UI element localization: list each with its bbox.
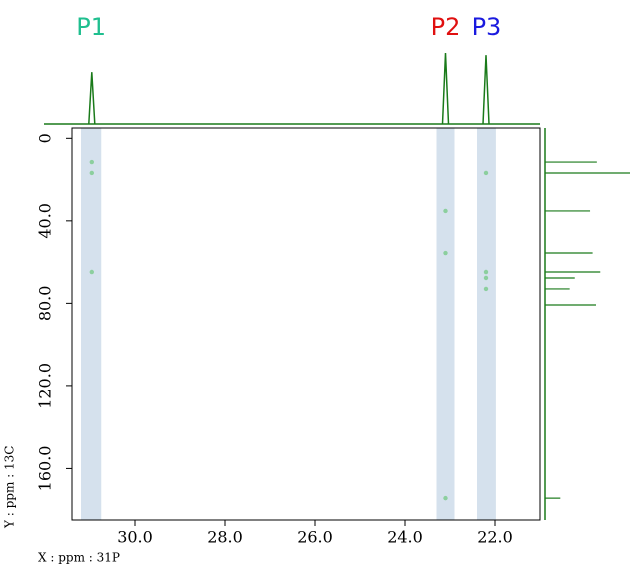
x-tick-label: 28.0 <box>207 528 243 547</box>
cross-peak <box>89 269 95 275</box>
x-tick-label: 26.0 <box>297 528 333 547</box>
peak-label: P1 <box>76 13 106 41</box>
highlight-band <box>477 128 496 520</box>
cross-peak <box>483 269 489 275</box>
top-projection-peak <box>441 52 450 125</box>
y-tick-label: 0 <box>36 133 55 143</box>
cross-peak <box>89 159 95 165</box>
cross-peak <box>89 170 95 176</box>
y-tick-label: 160.0 <box>36 446 55 492</box>
cross-peak <box>483 275 489 281</box>
x-tick-label: 30.0 <box>117 528 153 547</box>
highlight-band <box>436 128 455 520</box>
peak-label: P3 <box>472 13 502 41</box>
top-projection-peak <box>88 72 96 125</box>
x-tick-label: 24.0 <box>387 528 423 547</box>
y-tick-label: 40.0 <box>36 203 55 239</box>
cross-peak <box>483 170 489 176</box>
y-tick-label: 80.0 <box>36 286 55 322</box>
x-axis-title: X : ppm : 31P <box>38 551 120 565</box>
plot-frame <box>71 127 541 521</box>
cross-peak <box>443 250 448 256</box>
y-axis-title: Y : ppm : 13C <box>3 446 17 529</box>
peak-label: P2 <box>431 13 461 41</box>
x-tick-label: 22.0 <box>477 528 513 547</box>
cross-peak <box>443 208 448 214</box>
highlight-band <box>81 128 102 520</box>
y-tick-label: 120.0 <box>36 363 55 409</box>
top-projection-peak <box>482 55 490 125</box>
cross-peak <box>443 495 448 501</box>
cross-peak <box>483 286 489 292</box>
